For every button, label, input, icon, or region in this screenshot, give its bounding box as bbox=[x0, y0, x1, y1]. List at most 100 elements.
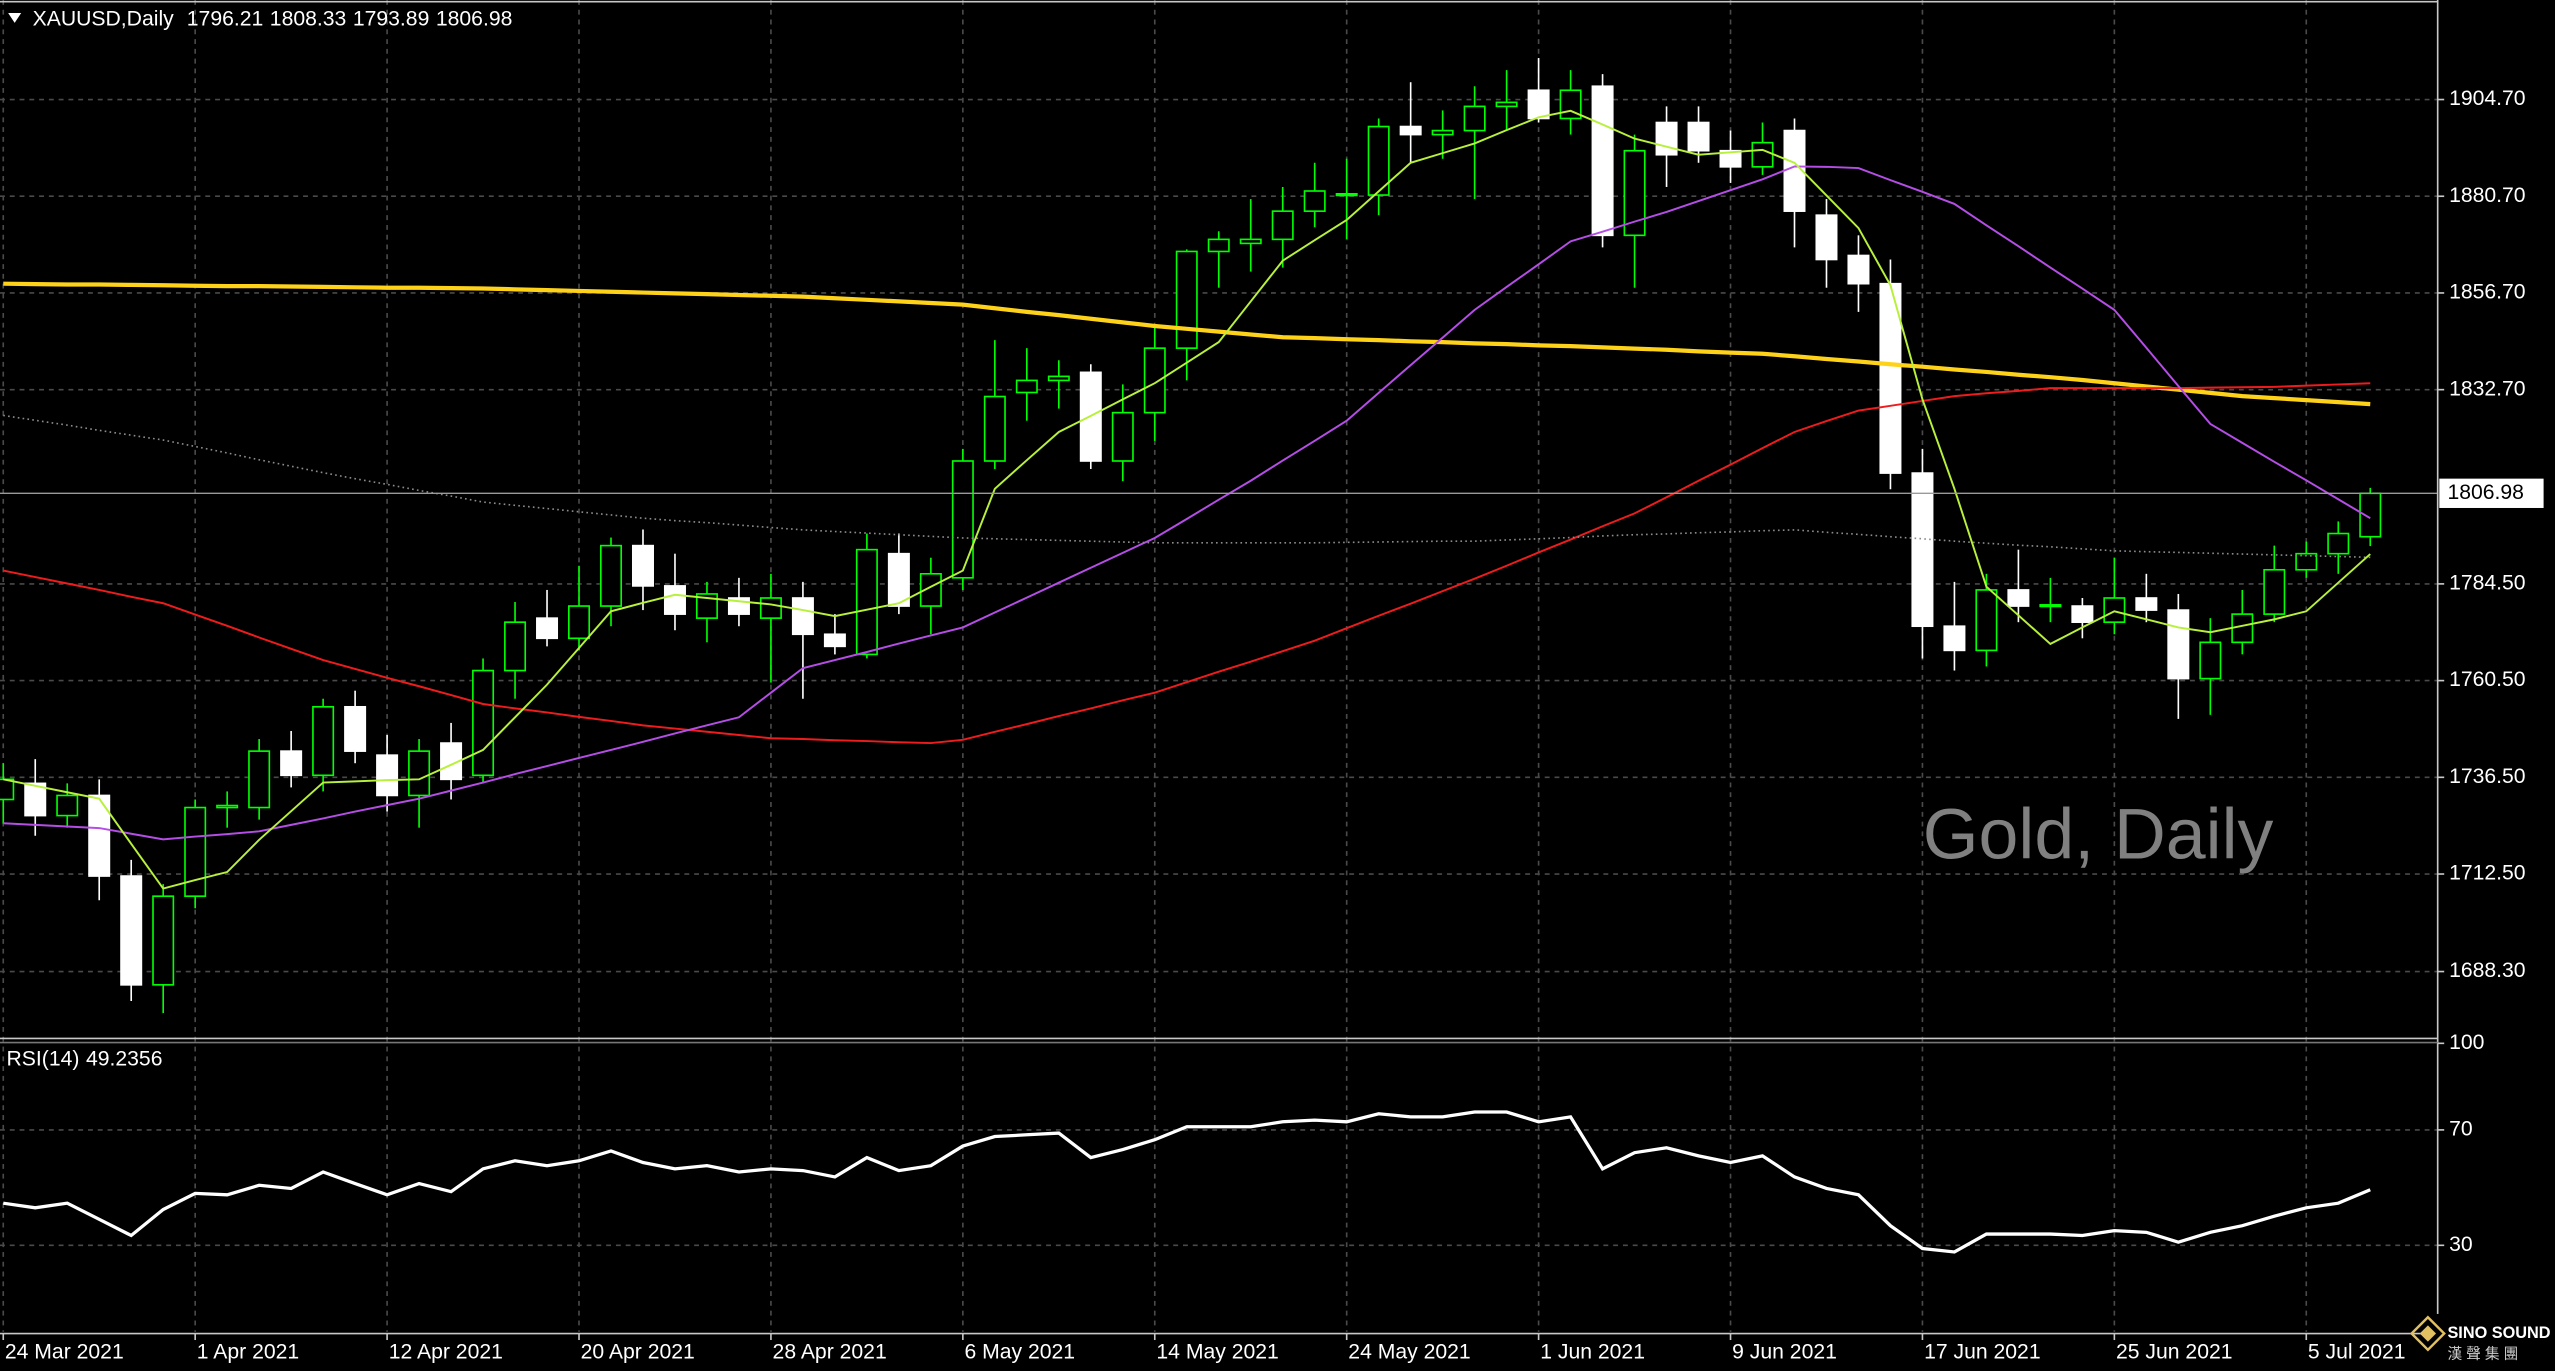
candle-body bbox=[1623, 149, 1646, 237]
candle-body bbox=[568, 605, 591, 640]
candle-body bbox=[1239, 238, 1262, 245]
candle-body bbox=[56, 794, 79, 817]
moving-average-line bbox=[3, 165, 2371, 841]
candle-body bbox=[983, 395, 1006, 462]
y-tick-label: 1712.50 bbox=[2449, 862, 2526, 885]
logo-name: SINO SOUND bbox=[2447, 1324, 2550, 1342]
candle-body bbox=[536, 617, 559, 640]
candle-body bbox=[1463, 105, 1486, 132]
watermark: Gold, Daily bbox=[1923, 794, 2274, 874]
candle-body bbox=[0, 778, 15, 801]
candle-body bbox=[600, 544, 622, 607]
candle-body bbox=[1975, 589, 1998, 652]
candle-body bbox=[2039, 604, 2062, 608]
candle-body bbox=[408, 750, 431, 797]
candle-body bbox=[2199, 641, 2222, 680]
rsi-line bbox=[3, 1110, 2371, 1254]
candle-body bbox=[248, 750, 271, 809]
candle-body bbox=[1175, 250, 1198, 349]
candle-body bbox=[504, 621, 527, 672]
candle-body bbox=[88, 794, 111, 877]
y-tick-label: 1856.70 bbox=[2449, 281, 2526, 304]
x-tick-label: 5 Jul 2021 bbox=[2308, 1341, 2406, 1364]
candle-body bbox=[1303, 190, 1326, 212]
rsi-title: RSI(14) bbox=[7, 1047, 80, 1070]
x-tick-label: 24 Mar 2021 bbox=[5, 1341, 124, 1364]
candle-body bbox=[1655, 121, 1678, 156]
candle-body bbox=[312, 705, 335, 777]
close-price: 1806.98 bbox=[436, 7, 513, 30]
candle-body bbox=[1367, 125, 1390, 196]
candle-body bbox=[1687, 121, 1710, 152]
candle-body bbox=[2327, 532, 2350, 555]
candle-body bbox=[1399, 125, 1422, 136]
candle-body bbox=[2135, 597, 2158, 611]
candle-body bbox=[1719, 149, 1742, 168]
moving-average-line bbox=[3, 109, 2371, 890]
y-tick-label: 1832.70 bbox=[2449, 377, 2526, 400]
x-tick-label: 20 Apr 2021 bbox=[581, 1341, 695, 1364]
symbol: XAUUSD,Daily bbox=[33, 7, 175, 30]
candle-body bbox=[2295, 552, 2318, 571]
logo-subtitle: 漢 聲 集 團 bbox=[2447, 1346, 2518, 1363]
candle-body bbox=[1431, 129, 1454, 136]
symbol-header: XAUUSD,Daily 1796.21 1808.33 1793.89 1806.98 bbox=[33, 7, 513, 30]
x-tick-label: 25 Jun 2021 bbox=[2116, 1341, 2233, 1364]
candle-body bbox=[1815, 214, 1838, 261]
axis: 24 Mar 2021 1 Apr 2021 12 Apr 2021 20 Apr 2… bbox=[2, 87, 2544, 1364]
candle-body bbox=[823, 633, 846, 648]
y-tick-label: 70 bbox=[2449, 1117, 2473, 1140]
candle-body bbox=[759, 597, 782, 619]
candle-body bbox=[1271, 210, 1294, 241]
candle-body bbox=[2103, 597, 2126, 623]
x-tick-label: 1 Jun 2021 bbox=[1540, 1341, 1645, 1364]
moving-average-line bbox=[3, 281, 2371, 407]
candle-body bbox=[919, 573, 942, 607]
x-tick-label: 12 Apr 2021 bbox=[389, 1341, 503, 1364]
candle-body bbox=[216, 804, 239, 809]
candle-body bbox=[791, 597, 814, 636]
candle-body bbox=[1911, 472, 1934, 628]
candle-body bbox=[120, 875, 143, 986]
logo-icon-inner bbox=[2419, 1325, 2437, 1342]
candle-body bbox=[663, 585, 686, 615]
candle-body bbox=[2007, 589, 2030, 607]
candle-body bbox=[1847, 254, 1870, 285]
open-price: 1796.21 bbox=[187, 7, 264, 30]
candle-body bbox=[1111, 411, 1134, 462]
grid bbox=[0, 0, 2438, 1332]
candle-body bbox=[1335, 193, 1358, 197]
candle-body bbox=[1015, 379, 1038, 394]
moving-average-line bbox=[3, 382, 2371, 745]
moving-average-line bbox=[3, 414, 2371, 559]
x-tick-label: 1 Apr 2021 bbox=[197, 1341, 299, 1364]
collapse-arrow[interactable] bbox=[8, 13, 22, 23]
candle-body bbox=[951, 460, 974, 579]
candle-body bbox=[472, 669, 495, 777]
x-tick-label: 6 May 2021 bbox=[964, 1341, 1075, 1364]
y-tick-label: 1904.70 bbox=[2449, 87, 2526, 110]
marks bbox=[0, 58, 2438, 1254]
y-tick-label: 1760.50 bbox=[2449, 668, 2526, 691]
candle-body bbox=[440, 742, 463, 781]
candle-body bbox=[1207, 238, 1230, 253]
high-price: 1808.33 bbox=[270, 7, 347, 30]
candle-body bbox=[1143, 347, 1166, 414]
candle-body bbox=[184, 806, 207, 898]
candle-body bbox=[1591, 85, 1614, 237]
candle-body bbox=[855, 548, 878, 656]
candle-body bbox=[695, 593, 718, 619]
candle-body bbox=[280, 750, 303, 777]
logo-icon bbox=[2409, 1315, 2446, 1352]
candle-body bbox=[1943, 625, 1966, 652]
candle-body bbox=[24, 782, 47, 817]
low-price: 1793.89 bbox=[353, 7, 430, 30]
candle-body bbox=[2263, 568, 2286, 615]
candle-body bbox=[2071, 605, 2094, 623]
y-tick-label: 1784.50 bbox=[2449, 571, 2526, 594]
y-tick-label: 1880.70 bbox=[2449, 184, 2526, 207]
logo-bg bbox=[2424, 1313, 2555, 1371]
